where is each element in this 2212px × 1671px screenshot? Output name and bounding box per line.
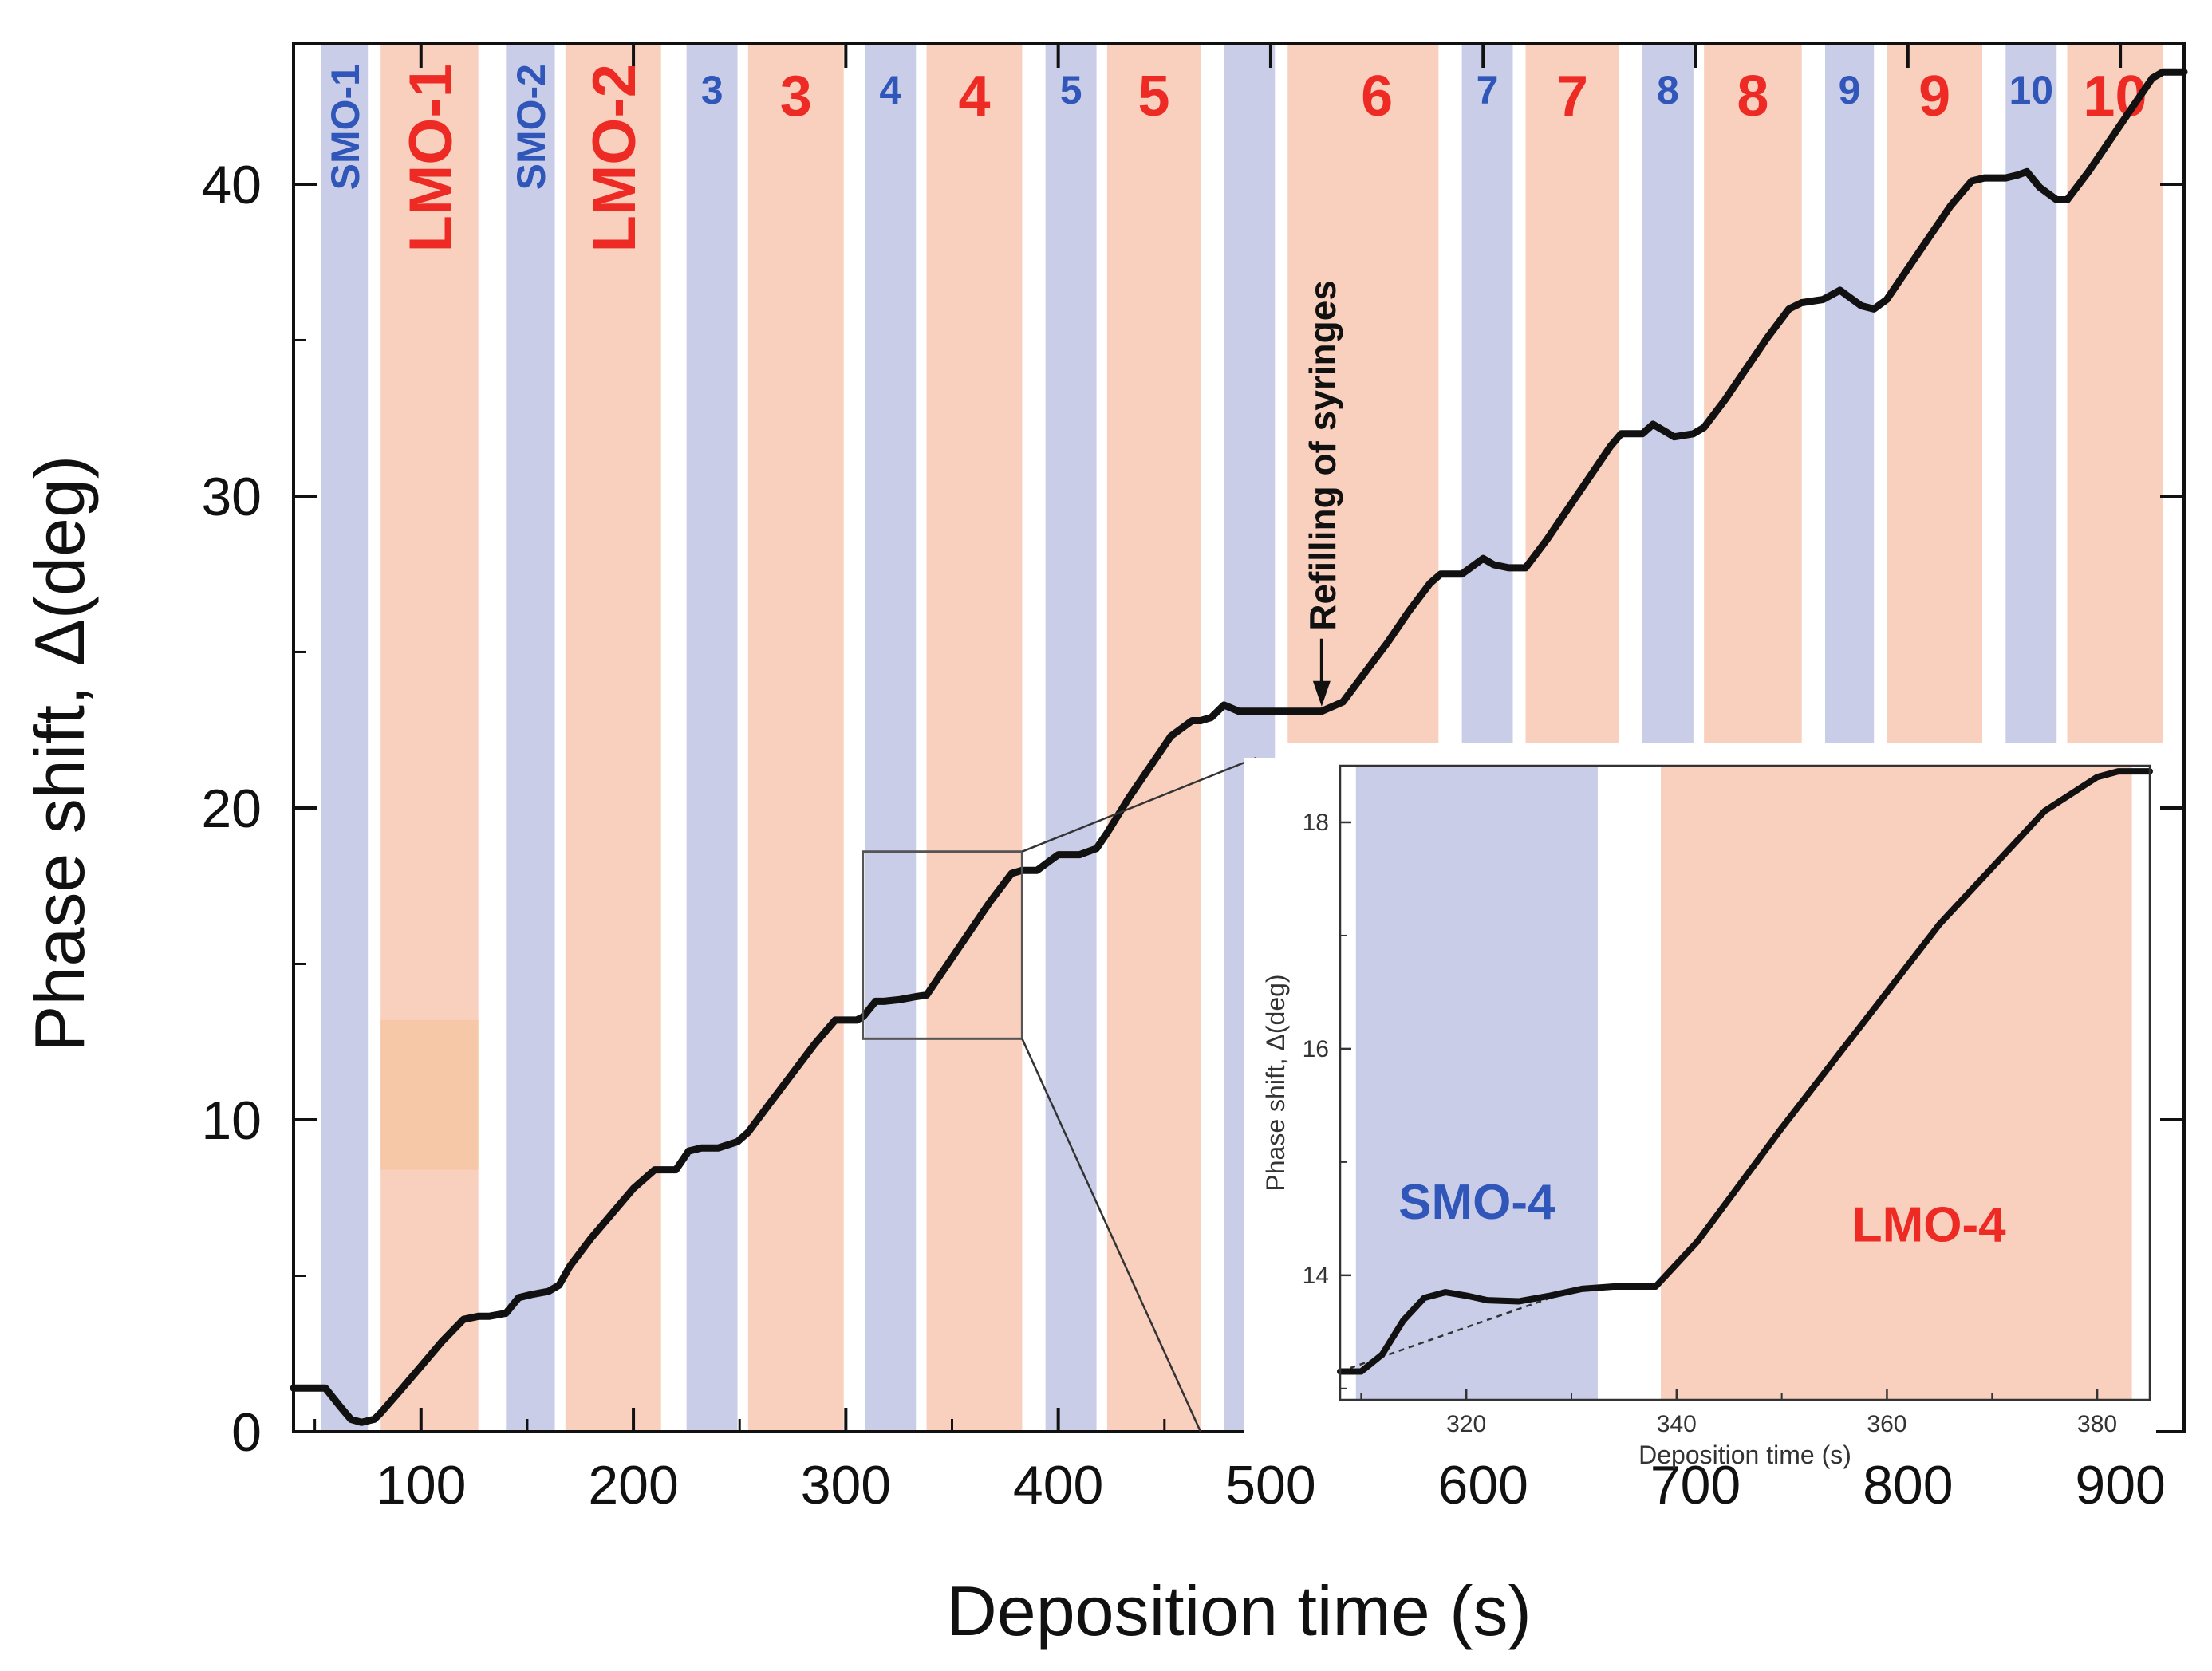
lmo-band-label: 3 <box>780 65 812 128</box>
lmo-band-label: 4 <box>958 65 990 128</box>
smo-band-label: 7 <box>1477 68 1499 112</box>
inset-lmo-label: LMO-4 <box>1852 1197 2006 1252</box>
inset-ticks <box>1340 821 2099 1400</box>
main-plot-frame <box>292 42 2186 1433</box>
lmo-band-label: 6 <box>1361 65 1393 128</box>
inset-x-tick-label: 360 <box>1867 1411 1906 1437</box>
smo-band-label: 4 <box>879 68 901 112</box>
x-tick-label: 600 <box>1438 1455 1528 1515</box>
y-tick-label: 30 <box>201 467 262 527</box>
inset-x-tick-label: 320 <box>1446 1411 1486 1437</box>
y-tick-label: 10 <box>201 1090 262 1151</box>
inset-x-tick-label: 340 <box>1657 1411 1697 1437</box>
lmo-band-4 <box>565 44 661 1432</box>
smo-band-label: 9 <box>1839 68 1861 112</box>
smo-band-5 <box>686 44 738 1432</box>
lmo-band-label: 5 <box>1138 65 1169 128</box>
inset-y-tick-label: 16 <box>1303 1036 1329 1062</box>
zoom-connector-line <box>1021 756 1257 853</box>
refilling-annotation-text: Refilling of syringes <box>1302 280 1343 631</box>
refilling-arrow-head <box>1312 680 1331 707</box>
lmo-band-16 <box>1704 44 1802 743</box>
smo-band-label: 5 <box>1060 68 1082 112</box>
lmo-band-2 <box>380 44 479 1432</box>
smo-band-15 <box>1642 44 1694 743</box>
lmo-band-6 <box>747 44 844 1432</box>
inset-plot-frame <box>1339 764 2151 1401</box>
smo-band-17 <box>1824 44 1875 743</box>
inset-band-labels: SMO-4 LMO-4 <box>1398 1175 2006 1252</box>
x-tick-label: 400 <box>1013 1455 1103 1515</box>
lmo-band-20 <box>2067 44 2163 743</box>
x-tick-label: 900 <box>2075 1455 2165 1515</box>
inset-phase-shift-curve <box>1337 768 2153 1375</box>
lmo-band-label: LMO-2 <box>581 64 649 252</box>
inset-smo-band <box>1355 766 1598 1400</box>
y-tick-label: 20 <box>201 778 262 839</box>
smo-band-1 <box>321 44 369 1432</box>
x-tick-label: 500 <box>1225 1455 1315 1515</box>
y-tick-label: 40 <box>201 155 262 215</box>
inset-y-axis-label: Phase shift, Δ(deg) <box>1261 974 1290 1191</box>
smo-band-label: 8 <box>1657 68 1679 112</box>
main-bands <box>321 44 2163 1432</box>
zoom-connector-line <box>1021 1038 1202 1433</box>
zoom-region-box <box>862 850 1023 1040</box>
lmo-band-label: LMO-1 <box>397 64 465 252</box>
main-y-axis-label: Phase shift, Δ(deg) <box>20 455 99 1052</box>
smo-band-label: SMO-2 <box>509 64 554 190</box>
inset-lmo-band <box>1661 766 2132 1400</box>
main-tick-labels: 100 200 300 400 500 600 700 800 900 0 10 20 30 40 <box>201 155 2165 1515</box>
x-tick-label: 700 <box>1650 1455 1741 1515</box>
x-tick-label: 300 <box>801 1455 891 1515</box>
main-x-axis-label: Deposition time (s) <box>946 1571 1532 1650</box>
inset-y-tick-label: 18 <box>1303 810 1329 836</box>
lmo-band-12 <box>1287 44 1439 743</box>
x-tick-label: 200 <box>588 1455 678 1515</box>
smo-band-label: 10 <box>2009 68 2053 112</box>
lmo-band-label: 7 <box>1556 65 1588 128</box>
smo-band-3 <box>506 44 555 1432</box>
smo-band-13 <box>1461 44 1513 743</box>
inset-y-tick-label: 14 <box>1303 1263 1329 1289</box>
lmo-band-label: 8 <box>1737 65 1768 128</box>
smo-band-7 <box>865 44 917 1432</box>
x-tick-label: 800 <box>1863 1455 1953 1515</box>
inset-x-tick-label: 380 <box>2077 1411 2117 1437</box>
main-phase-shift-curve <box>290 68 2188 1426</box>
inset-bands <box>1355 766 2132 1400</box>
smo-band-label: 3 <box>701 68 724 112</box>
smo-band-label: SMO-1 <box>323 64 368 190</box>
smo-band-9 <box>1045 44 1097 1432</box>
main-band-labels: SMO-1 LMO-1 SMO-2 LMO-2 3 3 4 4 5 5 6 7 7 8 8 9 9 10 10 <box>323 64 2147 252</box>
lmo-band-14 <box>1525 44 1619 743</box>
lmo-band-10 <box>1106 44 1201 1432</box>
lmo-band-18 <box>1887 44 1983 743</box>
y-tick-label: 0 <box>231 1402 262 1463</box>
inset-smo-label: SMO-4 <box>1398 1175 1555 1230</box>
lmo-1-highlight-patch <box>380 1019 479 1170</box>
lmo-band-8 <box>926 44 1023 1432</box>
smo-band-19 <box>2005 44 2057 743</box>
inset-x-axis-label: Deposition time (s) <box>1638 1440 1851 1469</box>
x-tick-label: 100 <box>376 1455 466 1515</box>
inset-tick-labels: 320 340 360 380 14 16 18 <box>1303 810 2117 1437</box>
refilling-annotation: Refilling of syringes <box>1302 280 1343 707</box>
lmo-band-label: 9 <box>1918 65 1950 128</box>
